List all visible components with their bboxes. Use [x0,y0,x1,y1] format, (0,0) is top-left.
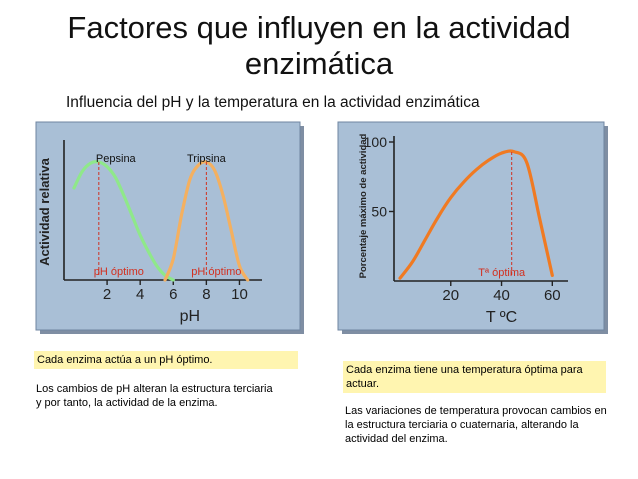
ph-series-label: Pepsina [96,153,137,165]
temperature-activity-chart: Porcentaje máximo de actividad 50 100 20 40 6… [337,121,608,334]
page-title: Factores que influyen en la actividad en… [67,10,571,81]
ph-y-axis-label: Actividad relativa [37,157,52,265]
ph-series-label: Tripsina [187,153,227,165]
temp-x-tick-label: 40 [493,287,510,304]
ph-curve-pepsina [72,160,175,282]
temp-curve [398,149,554,280]
ph-panel-background [35,121,301,331]
ph-x-tick-label: 10 [231,286,248,303]
temp-x-axis-label: T ºC [486,309,517,326]
ph-x-tick-label: 4 [136,286,144,303]
ph-x-tick-label: 8 [202,286,210,303]
temp-x-tick-label: 20 [442,287,459,304]
ph-x-tick-label: 2 [103,286,111,303]
ph-activity-chart: Actividad relativa 2 4 6 8 10 pH Pepsina pH ópti… [35,121,304,334]
temp-optimum-label: Tª óptima [478,267,526,279]
ph-optimum-label: pH óptimo [191,266,241,278]
ph-explanation: Los cambios de pH alteran la estructura … [36,383,273,409]
temp-y-tick-label: 100 [364,134,388,150]
ph-x-axis-label: pH [180,308,200,325]
ph-optimum-label: pH óptimo [94,266,144,278]
temp-plot-area: Porcentaje máximo de actividad 50 100 20 40 6… [358,133,568,326]
temperature-highlight-note: Cada enzima tiene una temperatura óptima… [343,361,606,393]
temperature-explanation: Las variaciones de temperatura provocan … [345,405,607,445]
ph-highlight-note: Cada enzima actúa a un pH óptimo. [34,351,298,369]
ph-x-tick-label: 6 [169,286,177,303]
ph-plot-area: Actividad relativa 2 4 6 8 10 pH Pepsina pH ópti… [37,140,262,325]
page-subtitle: Influencia del pH y la temperatura en la… [66,94,480,111]
temp-y-tick-label: 50 [371,204,387,220]
temp-panel-background [337,121,605,331]
temp-y-axis-label: Porcentaje máximo de actividad [358,133,369,278]
temp-x-tick-label: 60 [544,287,561,304]
